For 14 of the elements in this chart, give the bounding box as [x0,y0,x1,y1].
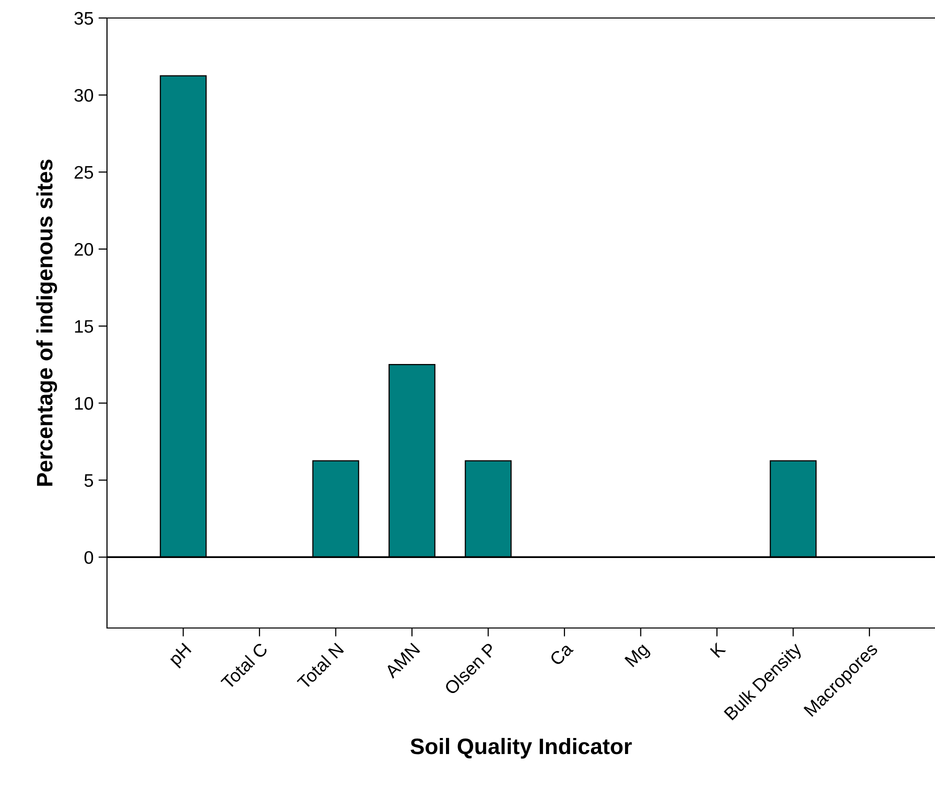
x-tick-label: Mg [624,642,652,670]
x-axis-title: Soil Quality Indicator [410,738,632,759]
y-tick-label: 0 [84,551,94,564]
x-tick-label: K [710,642,726,658]
x-tick-label: Ca [549,642,574,666]
y-tick-label: 15 [75,320,94,333]
y-axis-title: Percentage of indigenous sites [36,160,58,486]
y-tick-label: 35 [74,12,94,25]
y-tick-label: 10 [75,397,94,410]
x-tick-label: pH [168,642,194,669]
y-tick-label: 30 [74,88,94,102]
y-tick-label: 25 [74,166,94,179]
y-tick-label: 5 [84,474,94,487]
y-tick-label: 20 [74,242,94,256]
